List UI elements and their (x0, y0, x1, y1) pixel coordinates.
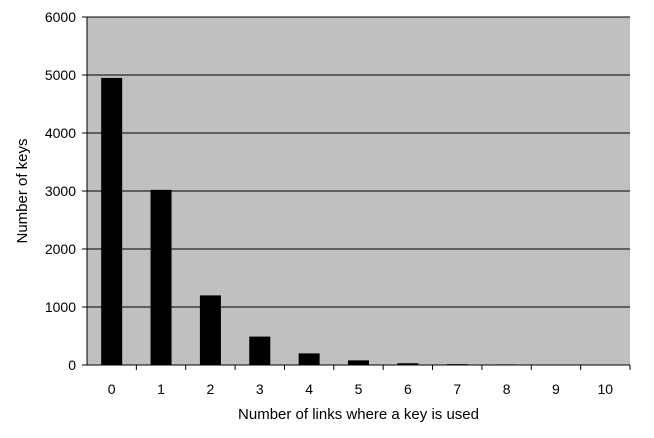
axes (82, 16, 631, 370)
bar (298, 353, 320, 365)
x-tick-label: 3 (256, 381, 264, 397)
x-tick-label: 5 (355, 381, 363, 397)
bar (348, 360, 369, 365)
bar (199, 295, 221, 365)
x-tick-label: 4 (305, 381, 313, 397)
y-tick-label: 5000 (45, 67, 76, 83)
y-tick-label: 4000 (45, 125, 76, 141)
x-tick-label: 7 (453, 381, 461, 397)
x-tick-label: 6 (404, 381, 412, 397)
y-tick-label: 2000 (45, 241, 76, 257)
y-tick-labels: 0 1000 2000 3000 4000 5000 6000 (45, 9, 76, 373)
y-axis-title: Number of keys (14, 138, 31, 243)
bar (101, 77, 123, 366)
x-tick-label: 1 (157, 381, 165, 397)
x-tick-label: 9 (552, 381, 560, 397)
x-axis-title: Number of links where a key is used (238, 406, 479, 423)
y-tick-label: 1000 (45, 299, 76, 315)
x-tick-labels: 0 1 2 3 4 5 6 7 8 9 10 (108, 381, 614, 397)
x-tick-label: 10 (598, 381, 614, 397)
x-tick-label: 8 (503, 381, 511, 397)
y-tick-label: 3000 (45, 183, 76, 199)
bar (397, 363, 419, 365)
x-tick-label: 2 (207, 381, 215, 397)
bars (101, 77, 518, 366)
y-tick-label: 0 (68, 357, 76, 373)
x-tick-label: 0 (108, 381, 116, 397)
bar (150, 189, 172, 365)
bar (249, 336, 271, 365)
y-tick-label: 6000 (45, 9, 76, 25)
